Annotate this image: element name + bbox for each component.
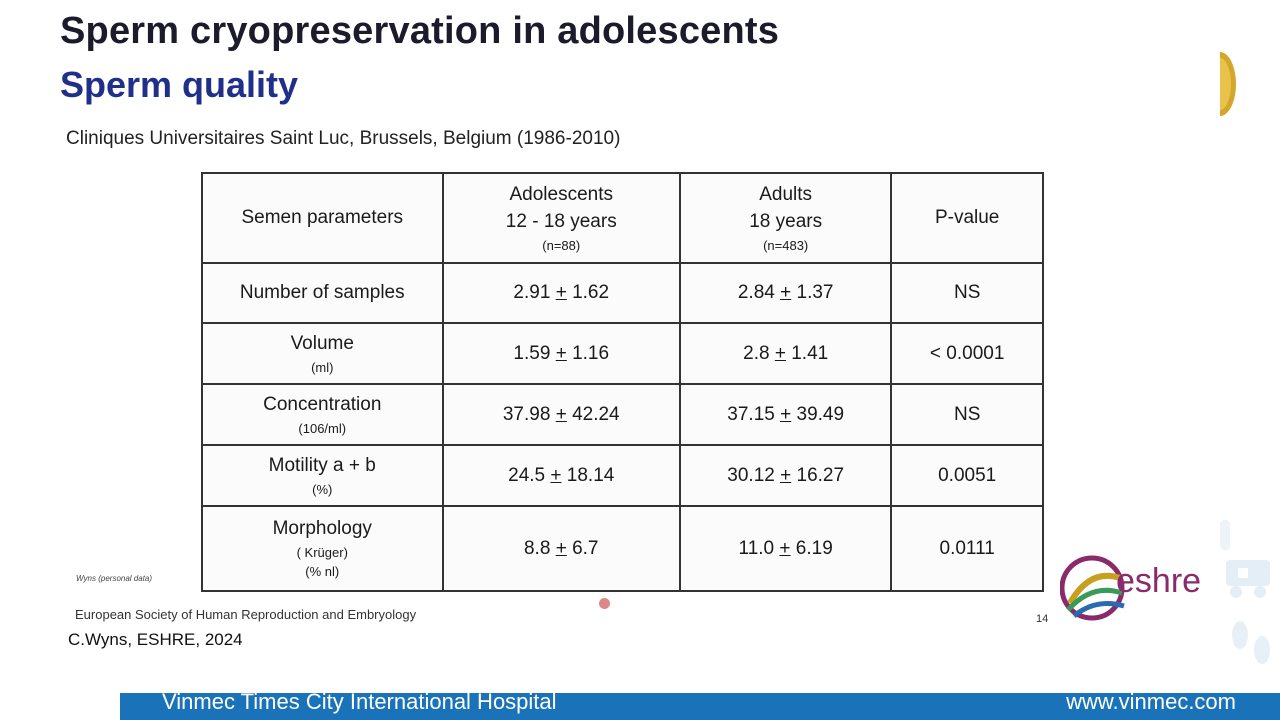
header-pvalue: P-value xyxy=(890,172,1044,264)
eshre-logo-text: eshre xyxy=(1116,562,1202,600)
source-line: Cliniques Universitaires Saint Luc, Brus… xyxy=(66,128,621,149)
p-value: NS xyxy=(890,262,1044,324)
header-adults: Adults 18 years (n=483) xyxy=(678,172,893,264)
adolescents-value: 8.8 + 6.7 xyxy=(441,505,681,592)
wyns-note: Wyns (personal data) xyxy=(76,574,153,583)
row-label: Concentration (106/ml) xyxy=(201,383,444,446)
header-semen-parameters: Semen parameters xyxy=(201,172,444,264)
slide-subtitle: Sperm quality xyxy=(60,64,299,105)
adults-value: 30.12 + 16.27 xyxy=(678,444,893,507)
table-row: Volume (ml) 1.59 + 1.16 2.8 + 1.41 < 0.0001 xyxy=(201,322,1044,385)
adults-value: 2.8 + 1.41 xyxy=(678,322,893,385)
table-row: Number of samples 2.91 + 1.62 2.84 + 1.37 N… xyxy=(201,262,1044,324)
society-name: European Society of Human Reproduction a… xyxy=(75,607,417,622)
adolescents-value: 2.91 + 1.62 xyxy=(441,262,681,324)
footer-hospital-name: Vinmec Times City International Hospital xyxy=(162,689,557,714)
medical-decoration-icon xyxy=(1220,520,1270,664)
table-row: Motility a + b (%) 24.5 + 18.14 30.12 + 16.… xyxy=(201,444,1044,507)
adolescents-value: 24.5 + 18.14 xyxy=(441,444,681,507)
slide-title: Sperm cryopreservation in adolescents xyxy=(60,10,780,52)
header-adolescents: Adolescents 12 - 18 years (n=88) xyxy=(441,172,681,264)
row-label: Volume (ml) xyxy=(201,322,444,385)
table-row: Concentration (106/ml) 37.98 + 42.24 37.15 … xyxy=(201,383,1044,446)
pointer-dot xyxy=(599,598,610,609)
adults-value: 11.0 + 6.19 xyxy=(678,505,893,592)
credit-line: C.Wyns, ESHRE, 2024 xyxy=(68,630,243,649)
table-row: Morphology( Krüger) (% nl) 8.8 + 6.7 11.0 +… xyxy=(201,505,1044,592)
adolescents-value: 1.59 + 1.16 xyxy=(441,322,681,385)
page-number: 14 xyxy=(1036,613,1049,625)
semen-parameters-table: Semen parameters Adolescents 12 - 18 yea… xyxy=(201,172,1044,592)
p-value: 0.0051 xyxy=(890,444,1044,507)
row-label: Motility a + b (%) xyxy=(201,444,444,507)
adults-value: 37.15 + 39.49 xyxy=(678,383,893,446)
footer-bar xyxy=(120,693,1280,720)
p-value: 0.0111 xyxy=(890,505,1044,592)
table-header-row: Semen parameters Adolescents 12 - 18 yea… xyxy=(201,172,1044,264)
eshre-logo-icon xyxy=(1060,555,1125,621)
footer-website[interactable]: www.vinmec.com xyxy=(1066,689,1236,714)
adults-value: 2.84 + 1.37 xyxy=(678,262,893,324)
p-value: NS xyxy=(890,383,1044,446)
p-value: < 0.0001 xyxy=(890,322,1044,385)
adolescents-value: 37.98 + 42.24 xyxy=(441,383,681,446)
row-label: Number of samples xyxy=(201,262,444,324)
gold-badge-icon xyxy=(1220,52,1236,116)
row-label: Morphology( Krüger) (% nl) xyxy=(201,505,444,592)
